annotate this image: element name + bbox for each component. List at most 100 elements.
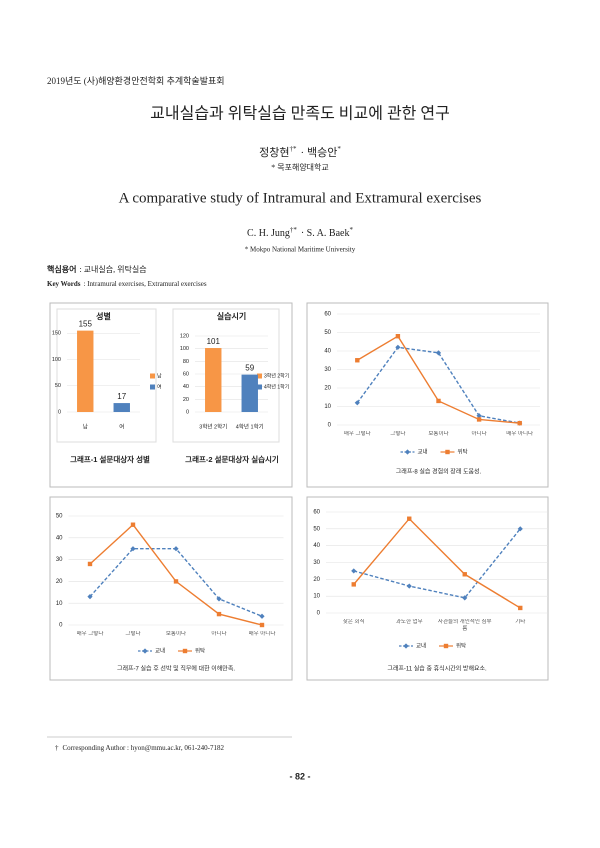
y-tick-label: 150 xyxy=(52,331,61,337)
figure-box xyxy=(49,302,293,488)
x-tick-label-box: 그렇다 xyxy=(125,631,140,637)
marker xyxy=(407,516,412,521)
legend-swatch xyxy=(150,384,155,390)
author-name: 정창현 xyxy=(259,146,289,159)
legend-marker xyxy=(445,449,450,455)
marker xyxy=(355,358,360,363)
x-tick-label: 매우 그렇다 xyxy=(76,631,104,637)
footnote-mark: † xyxy=(55,744,59,752)
legend-label: 위탁 xyxy=(456,641,466,649)
marker xyxy=(130,546,136,552)
y-tick-label: 0 xyxy=(59,623,63,629)
affiliation-en: * Mokpo National Maritime University xyxy=(245,246,356,254)
affiliation: * 목포해양대학교 xyxy=(271,162,329,172)
author-name: C. H. Jung xyxy=(247,228,290,239)
marker xyxy=(173,546,179,552)
figure-box xyxy=(306,496,549,681)
y-tick-label: 10 xyxy=(313,594,320,600)
x-tick-label: 남 xyxy=(83,422,88,430)
keywords-label: Key Words xyxy=(47,280,81,288)
y-tick-label: 50 xyxy=(56,514,63,520)
figure-caption: 그래프-8 실습 경험의 장래 도움성. xyxy=(396,468,482,476)
legend-label: 여 xyxy=(157,383,162,390)
legend-label: 남 xyxy=(157,372,162,379)
y-tick-label: 60 xyxy=(313,510,320,516)
series-line xyxy=(353,528,521,599)
y-tick-label: 0 xyxy=(186,409,189,415)
series-line xyxy=(89,523,263,626)
data-label: 17 xyxy=(117,392,126,401)
x-tick-label-box: 매우 아니다 xyxy=(506,431,533,437)
x-tick-label: 보통이다 xyxy=(165,631,187,637)
x-tick-label-box: 그렇다 xyxy=(390,431,405,437)
y-tick-label: 100 xyxy=(180,346,189,352)
x-tick-label: 아니다 xyxy=(471,431,487,437)
authors-en: C. H. Jung†* · S. A. Baek* xyxy=(247,226,353,240)
figure-caption: 그래프-11 실습 중 휴식시간의 방해요소. xyxy=(387,665,487,673)
y-tick-label: 40 xyxy=(183,384,189,390)
bar xyxy=(205,348,222,412)
y-tick-label: 0 xyxy=(58,409,61,415)
y-tick-label: 20 xyxy=(56,579,63,585)
authors: 정창현†* · 백승안* xyxy=(259,145,341,159)
x-tick-label-box: 아니다 xyxy=(471,431,487,437)
y-tick-label: 10 xyxy=(324,404,331,410)
conference-header: 2019년도 (사)해양환경안전학회 추계학술발표회 xyxy=(47,75,225,86)
bar xyxy=(113,403,130,412)
marker xyxy=(216,596,222,602)
y-tick-label: 60 xyxy=(183,371,189,377)
legend-label: 위탁 xyxy=(195,646,205,654)
legend-label: 교내 xyxy=(155,646,165,654)
x-tick-label-box: 과도한 업무 xyxy=(396,619,423,625)
chart-frame xyxy=(56,308,157,443)
legend-label: 4학년 1학기 xyxy=(264,383,289,390)
legend-marker xyxy=(443,643,449,649)
marker xyxy=(87,561,93,567)
data-label: 101 xyxy=(207,337,221,346)
keywords-text: : Intramural exercises, Extramural exerc… xyxy=(84,280,207,288)
legend-swatch xyxy=(257,384,262,390)
figure-box xyxy=(306,302,549,488)
keywords-label: 핵심용어 xyxy=(47,264,76,274)
marker xyxy=(462,572,467,577)
keywords-text: : 교내실습, 위탁실습 xyxy=(79,264,146,274)
author-name: · 백승안 xyxy=(301,146,338,159)
x-tick-label: 여 xyxy=(119,422,124,430)
y-tick-label: 30 xyxy=(324,367,331,373)
legend-swatch xyxy=(257,373,262,379)
x-tick-label: 기타 xyxy=(515,619,526,625)
marker xyxy=(517,526,523,532)
keywords: 핵심용어: 교내실습, 위탁실습 xyxy=(47,264,147,274)
footnote-text: Corresponding Author : hyon@mmu.ac.kr, 0… xyxy=(63,744,225,752)
data-label: 155 xyxy=(79,320,93,329)
series-line xyxy=(356,335,520,424)
series-line xyxy=(356,346,520,424)
figure-caption: 그래프-7 실습 후 선박 및 직무에 대한 이해만족. xyxy=(117,665,235,673)
x-tick-label: 사관들의 개인적인 심부름 xyxy=(437,619,492,632)
marker xyxy=(351,568,357,574)
y-tick-label: 50 xyxy=(313,526,320,532)
x-tick-label-box: 잦은 회식 xyxy=(342,619,365,625)
y-tick-label: 0 xyxy=(328,423,332,429)
marker xyxy=(476,413,482,419)
marker xyxy=(462,595,468,601)
x-tick-label: 보통이다 xyxy=(428,431,449,437)
x-tick-label-box: 보통이다 xyxy=(165,631,187,637)
x-tick-label-box: 매우 아니다 xyxy=(249,631,276,637)
y-tick-label: 20 xyxy=(324,386,331,392)
legend-label: 교내 xyxy=(416,641,426,649)
figure-box xyxy=(49,496,293,681)
x-tick-label: 잦은 회식 xyxy=(342,619,365,625)
y-tick-label: 60 xyxy=(324,312,331,318)
y-tick-label: 100 xyxy=(52,357,61,363)
y-tick-label: 80 xyxy=(183,359,189,365)
chart-title: 성별 xyxy=(96,311,111,321)
marker xyxy=(406,583,412,589)
author-mark: †* xyxy=(290,226,298,234)
legend-marker xyxy=(182,648,188,654)
x-tick-label-box: 보통이다 xyxy=(428,431,449,437)
marker xyxy=(87,594,93,600)
marker xyxy=(395,344,401,350)
